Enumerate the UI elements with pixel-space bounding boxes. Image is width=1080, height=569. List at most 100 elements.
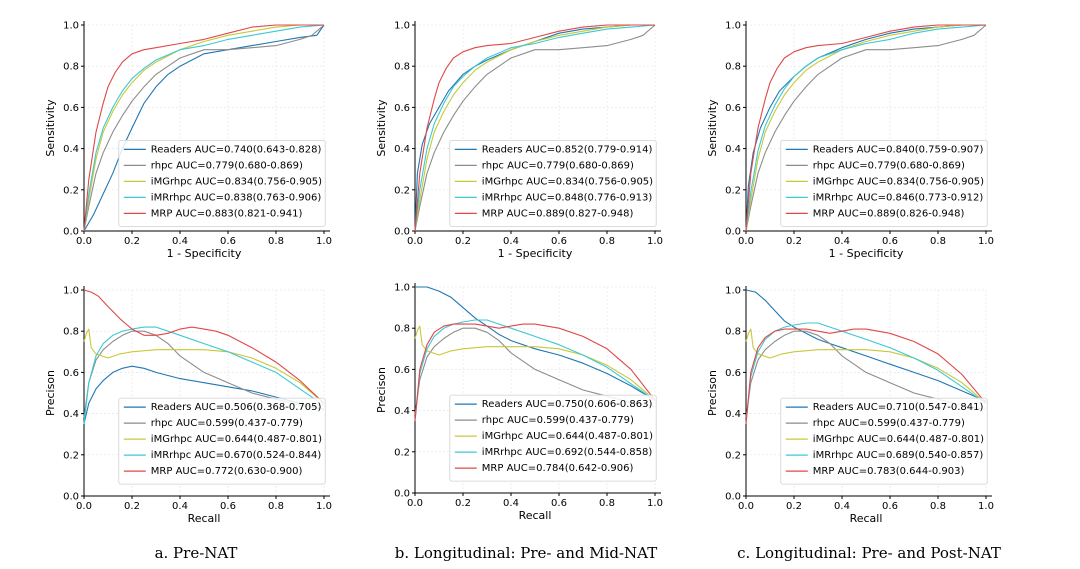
- x-tick-label: 0.6: [551, 236, 567, 247]
- y-tick-label: 1.0: [63, 21, 79, 32]
- y-tick-label: 0.2: [394, 185, 410, 196]
- x-tick-label: 0.8: [599, 498, 615, 509]
- legend-entry-imrrhpc: iMRrhpc AUC=0.838(0.763-0.906): [151, 192, 322, 203]
- x-tick-label: 0.2: [786, 236, 802, 247]
- chart-roc-a: 0.0 0.2 0.4 0.6 0.8 1.0 0.0 0.2 0.4 0.6 0.8 1.0 1 - …: [44, 21, 332, 261]
- y-tick-label: 0.8: [63, 327, 79, 338]
- x-tick-label: 0.6: [220, 236, 236, 247]
- x-tick-label: 1.0: [647, 236, 663, 247]
- x-tick-label: 0.8: [268, 501, 284, 512]
- legend-entry-imrrhpc: iMRrhpc AUC=0.689(0.540-0.857): [813, 450, 984, 461]
- x-tick-label: 1.0: [316, 236, 332, 247]
- y-axis-label: Sensitivity: [706, 99, 719, 157]
- y-tick-label: 0.6: [725, 103, 741, 114]
- x-tick-label: 0.2: [124, 501, 140, 512]
- x-tick-label: 0.6: [551, 498, 567, 509]
- x-tick-label: 0.0: [738, 236, 754, 247]
- series-line-readers: [745, 289, 987, 402]
- y-tick-label: 0.4: [63, 144, 79, 155]
- x-tick-label: 0.6: [882, 236, 898, 247]
- x-axis-label: Recall: [519, 509, 552, 522]
- legend-entry-imgrhpc: iMGrhpc AUC=0.834(0.756-0.905): [482, 176, 653, 187]
- y-tick-label: 0.4: [394, 406, 410, 417]
- x-tick-label: 0.4: [172, 236, 188, 247]
- y-tick-label: 0.0: [725, 492, 741, 503]
- legend-entry-readers: Readers AUC=0.852(0.779-0.914): [482, 144, 653, 155]
- legend-entry-imgrhpc: iMGrhpc AUC=0.644(0.487-0.801): [813, 434, 984, 445]
- y-tick-label: 0.4: [394, 144, 410, 155]
- x-tick-label: 0.0: [76, 501, 92, 512]
- series-line-imgrhpc: [83, 328, 325, 404]
- y-tick-label: 1.0: [725, 21, 741, 32]
- y-axis-label: Precison: [375, 367, 388, 413]
- y-tick-label: 0.0: [63, 492, 79, 503]
- legend-entry-mrp: MRP AUC=0.889(0.827-0.948): [482, 208, 634, 219]
- y-axis-label: Sensitivity: [44, 99, 57, 157]
- y-tick-label: 0.0: [63, 227, 79, 238]
- series-line-imrrhpc: [83, 24, 325, 232]
- y-tick-label: 0.2: [63, 450, 79, 461]
- legend-entry-readers: Readers AUC=0.506(0.368-0.705): [151, 402, 322, 413]
- x-axis-label: Recall: [850, 512, 883, 525]
- legend-entry-readers: Readers AUC=0.740(0.643-0.828): [151, 144, 322, 155]
- legend-box: [449, 139, 657, 227]
- caption-b: b. Longitudinal: Pre- and Mid-NAT: [395, 544, 657, 562]
- x-axis-label: 1 - Specificity: [167, 247, 242, 260]
- x-tick-label: 0.4: [834, 501, 850, 512]
- y-tick-label: 0.8: [394, 62, 410, 73]
- x-tick-label: 0.0: [407, 498, 423, 509]
- series-line-imgrhpc: [745, 24, 986, 232]
- y-tick-label: 0.0: [725, 227, 741, 238]
- series-line-imgrhpc: [414, 325, 656, 401]
- chart-pr-a: 0.0 0.2 0.4 0.6 0.8 1.0 0.0 0.2 0.4 0.6 0.8 1.0 Reca…: [44, 286, 332, 526]
- x-tick-label: 0.4: [503, 498, 519, 509]
- chart-pr-b: 0.0 0.2 0.4 0.6 0.8 1.0 0.0 0.2 0.4 0.6 0.8 1.0 Reca…: [375, 283, 663, 523]
- series-line-imrrhpc: [414, 319, 656, 421]
- y-tick-label: 0.8: [725, 327, 741, 338]
- legend-entry-imgrhpc: iMGrhpc AUC=0.644(0.487-0.801): [482, 431, 653, 442]
- series-line-imrrhpc: [745, 24, 987, 232]
- x-tick-label: 0.6: [220, 501, 236, 512]
- y-tick-label: 1.0: [725, 286, 741, 297]
- legend-entry-rhpc: rhpc AUC=0.599(0.437-0.779): [482, 415, 634, 426]
- series-line-mrp: [414, 323, 656, 421]
- legend-entry-imgrhpc: iMGrhpc AUC=0.834(0.756-0.905): [813, 176, 984, 187]
- x-tick-label: 0.4: [172, 501, 188, 512]
- series-line-rhpc: [414, 327, 656, 415]
- y-tick-label: 0.4: [63, 409, 79, 420]
- legend-entry-mrp: MRP AUC=0.783(0.644-0.903): [813, 466, 965, 477]
- y-tick-label: 1.0: [394, 21, 410, 32]
- caption-c: c. Longitudinal: Pre- and Post-NAT: [737, 544, 1001, 562]
- x-tick-label: 0.4: [503, 236, 519, 247]
- x-tick-label: 0.8: [930, 236, 946, 247]
- legend-entry-imgrhpc: iMGrhpc AUC=0.834(0.756-0.905): [151, 176, 322, 187]
- y-axis-label: Precison: [44, 370, 57, 416]
- x-tick-label: 1.0: [316, 501, 332, 512]
- x-tick-label: 0.8: [599, 236, 615, 247]
- x-tick-label: 0.2: [786, 501, 802, 512]
- series-line-mrp: [83, 289, 325, 404]
- series-line-imgrhpc: [745, 328, 987, 404]
- x-tick-label: 0.0: [76, 236, 92, 247]
- series-line-rhpc: [745, 24, 987, 232]
- y-tick-label: 0.4: [725, 409, 741, 420]
- legend-entry-imgrhpc: iMGrhpc AUC=0.644(0.487-0.801): [151, 434, 322, 445]
- y-tick-label: 1.0: [394, 283, 410, 294]
- series-line-mrp: [414, 24, 655, 232]
- x-tick-label: 0.8: [930, 501, 946, 512]
- legend-entry-imrrhpc: iMRrhpc AUC=0.848(0.776-0.913): [482, 192, 653, 203]
- x-tick-label: 0.6: [882, 501, 898, 512]
- x-tick-label: 1.0: [978, 236, 994, 247]
- series-line-rhpc: [414, 24, 656, 232]
- series-line-imrrhpc: [83, 326, 325, 424]
- y-tick-label: 0.8: [63, 62, 79, 73]
- legend-box: [449, 394, 657, 482]
- y-tick-label: 0.2: [63, 185, 79, 196]
- y-tick-label: 0.6: [394, 103, 410, 114]
- x-axis-label: 1 - Specificity: [498, 247, 573, 260]
- series-line-imgrhpc: [83, 24, 324, 232]
- legend-box: [118, 139, 326, 227]
- x-axis-label: Recall: [188, 512, 221, 525]
- legend-entry-mrp: MRP AUC=0.889(0.826-0.948): [813, 208, 965, 219]
